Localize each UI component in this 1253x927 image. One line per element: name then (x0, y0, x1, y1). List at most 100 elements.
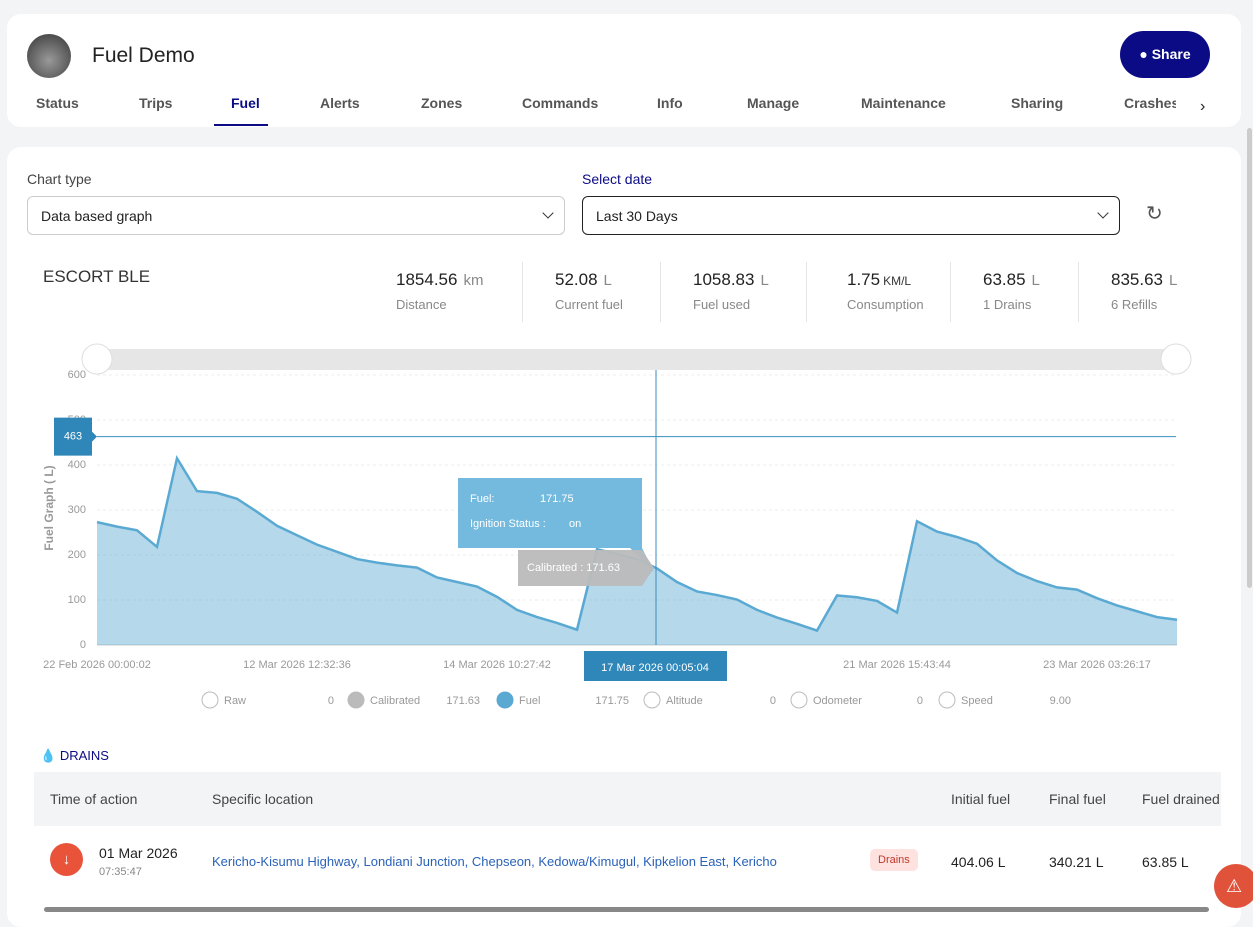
drain-icon: ↓ (50, 843, 83, 876)
stat-value: 52.08 L (555, 270, 612, 290)
vertical-scrollbar[interactable] (1247, 128, 1252, 588)
avatar[interactable] (27, 34, 71, 78)
stat-value: 63.85 L (983, 270, 1040, 290)
y-tick-label: 300 (68, 504, 86, 516)
stat-value: 1.75 KM/L (847, 270, 911, 290)
cursor-badge (584, 651, 727, 681)
tab[interactable]: Commands (522, 95, 599, 111)
divider (806, 262, 807, 322)
tab[interactable]: Sharing (1011, 95, 1064, 111)
divider (950, 262, 951, 322)
legend-swatch (790, 691, 808, 709)
tab[interactable]: Manage (747, 95, 800, 111)
y-tick-label: 100 (68, 594, 86, 606)
stat-label: 6 Refills (1111, 297, 1158, 312)
date-label: Select date (582, 171, 653, 187)
alert-fab[interactable]: ⚠ (1214, 864, 1253, 908)
legend-name: Calibrated (370, 695, 420, 707)
tab[interactable]: Alerts (320, 95, 360, 111)
stat-label: Fuel used (693, 297, 751, 312)
legend-swatch (347, 691, 365, 709)
tooltip (458, 478, 654, 572)
tab[interactable]: Crashes (1124, 95, 1176, 111)
x-tick-label: 21 Mar 2026 15:43:44 (843, 659, 951, 671)
tooltip-text: Ignition Status : (470, 518, 546, 530)
slider-handle (1160, 343, 1192, 375)
y-tick-label: 0 (80, 639, 86, 651)
tab[interactable]: Status (36, 95, 79, 111)
legend-value: 171.75 (595, 695, 629, 707)
cell-date: 01 Mar 2026 (99, 845, 178, 861)
stat-number: 63.85 (983, 270, 1026, 289)
x-tick-label: 14 Mar 2026 10:27:42 (443, 659, 551, 671)
date-select[interactable]: Last 30 Days (582, 196, 1120, 235)
tab[interactable]: Fuel (231, 95, 260, 111)
tab[interactable]: Info (657, 95, 683, 111)
marker-badge (54, 417, 97, 456)
legend-swatch (496, 691, 514, 709)
column-header: Time of action (50, 791, 138, 807)
tab-scroll-arrow[interactable]: › (1200, 98, 1206, 115)
vehicle-title: Fuel Demo (92, 44, 195, 67)
stat-unit: L (1031, 272, 1040, 289)
legend-value: 0 (770, 695, 776, 707)
y-axis-title: Fuel Graph ( L) (42, 465, 56, 550)
divider (1078, 262, 1079, 322)
divider (660, 262, 661, 322)
legend-name: Fuel (519, 695, 540, 707)
drains-title: DRAINS (59, 748, 109, 763)
share-button[interactable]: ● Share (1120, 31, 1210, 78)
tab[interactable]: Trips (139, 95, 173, 111)
stat-number: 52.08 (555, 270, 598, 289)
x-tick-label: 23 Mar 2026 03:26:17 (1043, 659, 1151, 671)
legend-value: 0 (328, 695, 334, 707)
legend-value: 9.00 (1050, 695, 1071, 707)
x-tick-label: 12 Mar 2026 12:32:36 (243, 659, 351, 671)
stat-unit: L (760, 272, 769, 289)
tab[interactable]: Zones (421, 95, 463, 111)
fuel-area (97, 458, 1177, 645)
refresh-button[interactable]: ↻ (1146, 203, 1163, 225)
stat-label: 1 Drains (983, 297, 1032, 312)
legend-value: 171.63 (446, 695, 480, 707)
y-tick-label: 400 (68, 459, 86, 471)
table-header (34, 772, 1221, 826)
stat-unit: km (463, 272, 484, 289)
stat-label: Consumption (847, 297, 924, 312)
tab-underline (214, 124, 268, 126)
calibrated-text: Calibrated : 171.63 (527, 562, 620, 574)
stat-unit: KM/L (883, 274, 912, 288)
stat-label: Current fuel (555, 297, 623, 312)
stat-number: 1.75 (847, 270, 881, 289)
range-slider (97, 349, 1177, 370)
vehicle-name: ESCORT BLE (43, 267, 151, 286)
stat-unit: L (1169, 272, 1178, 289)
legend-value: 0 (917, 695, 923, 707)
cell-final: 340.21 L (1049, 854, 1104, 870)
horizontal-scrollbar[interactable] (44, 907, 1209, 912)
slider-handle (81, 343, 113, 375)
legend-name: Raw (224, 695, 246, 707)
cell-time: 07:35:47 (99, 866, 142, 878)
cell-location[interactable]: Kericho-Kisumu Highway, Londiani Junctio… (212, 854, 777, 869)
share-label: Share (1151, 46, 1191, 62)
y-tick-label: 600 (68, 369, 86, 381)
y-tick-label: 200 (68, 549, 86, 561)
x-tick-label: 22 Feb 2026 00:00:02 (43, 659, 151, 671)
stat-number: 1058.83 (693, 270, 755, 289)
stat-value: 1854.56 km (396, 270, 483, 290)
chart-type-select[interactable]: Data based graph (27, 196, 565, 235)
drains-header: 💧 DRAINS (40, 748, 109, 763)
column-header: Specific location (212, 791, 314, 807)
stat-number: 835.63 (1111, 270, 1163, 289)
tooltip-text: on (569, 518, 581, 530)
stat-number: 1854.56 (396, 270, 458, 289)
cursor-label: 17 Mar 2026 00:05:04 (601, 662, 709, 674)
header-card: Fuel Demo ● Share Status Trips Fuel Alerts Z… (7, 14, 1241, 127)
chart-type-label: Chart type (27, 171, 92, 187)
tab[interactable]: Maintenance (861, 95, 946, 111)
stat-value: 1058.83 L (693, 270, 769, 290)
cell-initial: 404.06 L (951, 854, 1006, 870)
cell-drained: 63.85 L (1142, 854, 1189, 870)
